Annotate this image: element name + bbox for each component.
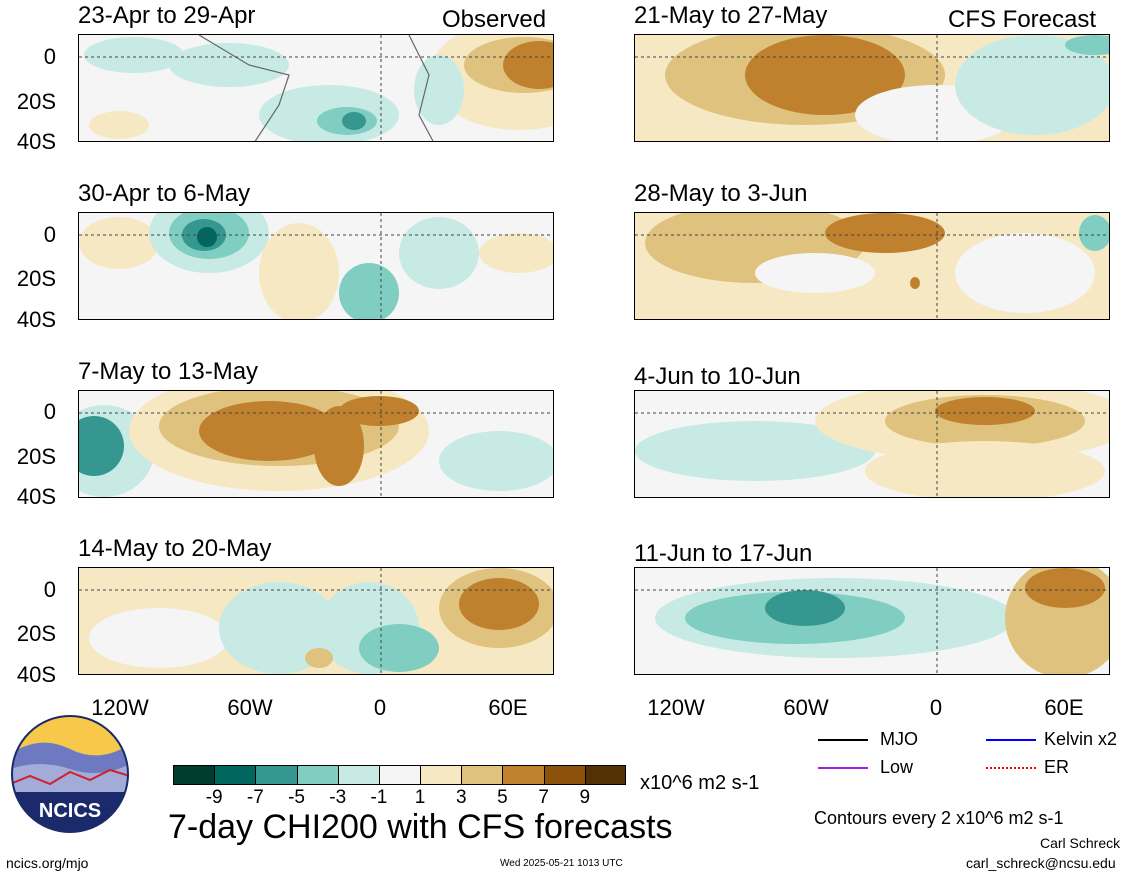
author: Carl Schreck xyxy=(1040,835,1121,851)
y-tick: 20S xyxy=(16,266,56,291)
legend-line-mjo xyxy=(818,739,868,741)
y-tick: 0 xyxy=(43,577,56,602)
map-panel xyxy=(634,390,1110,498)
colorbar-swatch xyxy=(584,765,626,785)
y-tick: 20S xyxy=(16,89,56,114)
panel-title: 14-May to 20-May xyxy=(78,535,272,562)
y-tick: 0 xyxy=(43,222,56,247)
y-tick: 0 xyxy=(43,399,56,424)
y-tick: 20S xyxy=(16,621,56,646)
x-tick: 0 xyxy=(929,695,943,720)
contour-note: Contours every 2 x10^6 m2 s-1 xyxy=(814,808,1064,828)
colorbar-swatch xyxy=(214,765,256,785)
x-tick: 120W xyxy=(647,695,705,720)
map-panel xyxy=(78,34,554,142)
colorbar-swatch xyxy=(420,765,462,785)
panel-title: 23-Apr to 29-Apr xyxy=(78,2,256,29)
panel-title: 7-May to 13-May xyxy=(78,358,259,385)
main-title: 7-day CHI200 with CFS forecasts xyxy=(168,808,673,846)
x-tick: 60E xyxy=(1044,695,1084,720)
y-tick: 40S xyxy=(16,484,56,509)
y-tick: 40S xyxy=(16,662,56,687)
colorbar-swatch xyxy=(461,765,503,785)
y-tick: 40S xyxy=(16,307,56,332)
map-panel xyxy=(78,390,554,498)
map-panel xyxy=(634,34,1110,142)
observed-label: Observed xyxy=(442,6,547,33)
x-tick: 120W xyxy=(91,695,149,720)
colorbar-swatch xyxy=(173,765,215,785)
legend-line-low xyxy=(818,767,868,769)
colorbar-swatch xyxy=(502,765,544,785)
colorbar-swatch xyxy=(255,765,297,785)
website-link[interactable]: ncics.org/mjo xyxy=(6,855,89,871)
map-panel xyxy=(78,212,554,320)
x-tick: 60W xyxy=(783,695,829,720)
ncics-logo: NCICS xyxy=(10,714,130,834)
forecast-label: CFS Forecast xyxy=(948,6,1097,33)
timestamp: Wed 2025-05-21 1013 UTC xyxy=(500,858,623,869)
legend-label-kelvin: Kelvin x2 xyxy=(1044,729,1118,749)
y-tick: 0 xyxy=(43,44,56,69)
legend-line-kelvin xyxy=(986,739,1036,741)
panel-title: 28-May to 3-Jun xyxy=(634,180,808,207)
panel-title: 30-Apr to 6-May xyxy=(78,180,251,207)
legend-label-er: ER xyxy=(1044,757,1070,777)
colorbar-swatch xyxy=(296,765,338,785)
x-tick: 60W xyxy=(227,695,273,720)
email: carl_schreck@ncsu.edu xyxy=(966,855,1116,871)
colorbar-labels: -9 -7 -5 -3 -1 1 3 5 7 9 xyxy=(173,788,626,808)
colorbar-tick-label: 3 xyxy=(455,787,467,808)
colorbar-tick-label: -3 xyxy=(329,787,347,808)
colorbar-swatch xyxy=(543,765,585,785)
map-panel xyxy=(634,212,1110,320)
panel-title: 11-Jun to 17-Jun xyxy=(634,540,813,567)
x-tick: 0 xyxy=(373,695,387,720)
colorbar-tick-label: 9 xyxy=(579,787,591,808)
colorbar-tick-label: 1 xyxy=(414,787,426,808)
panel-title: 4-Jun to 10-Jun xyxy=(634,363,801,390)
legend-label-mjo: MJO xyxy=(880,729,918,749)
colorbar xyxy=(173,765,626,785)
logo-text: NCICS xyxy=(38,800,102,822)
colorbar-tick-label: -5 xyxy=(288,787,305,808)
map-panel xyxy=(634,567,1110,675)
colorbar-tick-label: -7 xyxy=(246,787,264,808)
colorbar-units: x10^6 m2 s-1 xyxy=(640,772,760,794)
map-panel xyxy=(78,567,554,675)
x-tick: 60E xyxy=(488,695,528,720)
legend-line-er xyxy=(986,767,1036,769)
colorbar-tick-label: -1 xyxy=(370,787,388,808)
colorbar-tick-label: -9 xyxy=(205,787,223,808)
legend-label-low: Low xyxy=(880,757,914,777)
y-tick: 20S xyxy=(16,444,56,469)
colorbar-swatch xyxy=(337,765,379,785)
colorbar-swatch xyxy=(378,765,421,785)
y-tick: 40S xyxy=(16,129,56,154)
colorbar-tick-label: 5 xyxy=(497,787,508,808)
panel-title: 21-May to 27-May xyxy=(634,2,828,29)
colorbar-tick-label: 7 xyxy=(538,787,549,808)
